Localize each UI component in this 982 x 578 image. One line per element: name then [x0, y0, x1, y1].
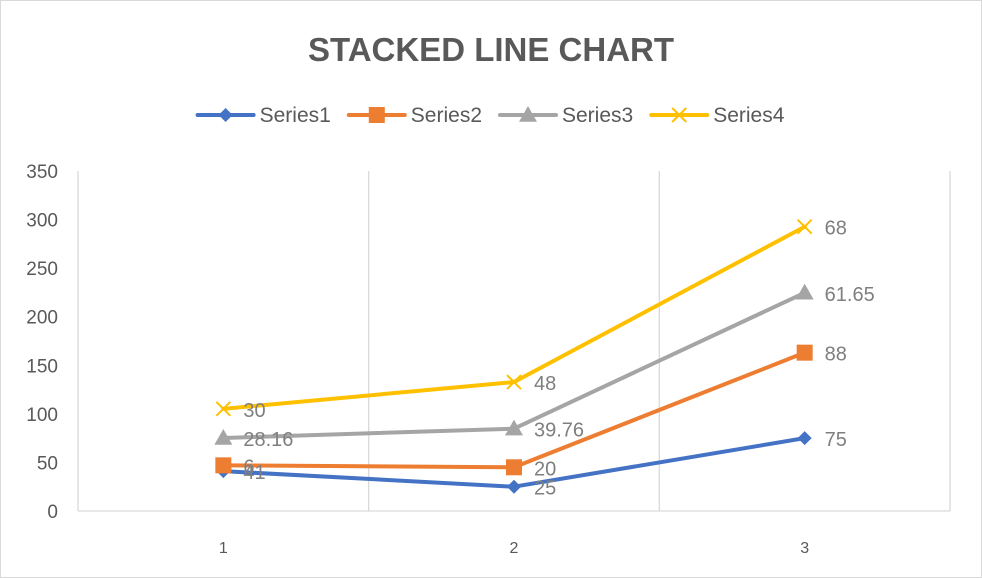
series4-data-label: 48 — [534, 373, 556, 395]
legend-label-series4: Series4 — [713, 104, 785, 127]
y-tick-label: 150 — [26, 356, 58, 377]
series3-group — [214, 283, 814, 445]
data-labels: 41 25 75 6 20 88 28.16 39.76 61.65 30 48 68 — [243, 218, 874, 500]
legend-item-series2: Series2 — [346, 104, 482, 127]
x-tick-label: 2 — [510, 540, 519, 557]
series4-point — [215, 401, 232, 417]
legend-label-series1: Series1 — [260, 104, 331, 127]
series-layer — [214, 219, 814, 494]
y-tick-label: 200 — [26, 308, 58, 329]
y-tick-label: 300 — [26, 211, 58, 232]
series1-data-label: 75 — [825, 429, 847, 451]
series2-data-label: 88 — [825, 344, 847, 366]
y-tick-label: 50 — [37, 453, 58, 474]
series2-point — [215, 457, 232, 474]
legend-marker — [671, 107, 687, 123]
series3-data-label: 39.76 — [534, 420, 584, 442]
series3-data-label: 61.65 — [825, 284, 875, 306]
series4-data-label: 30 — [243, 400, 265, 422]
series2-line — [221, 350, 807, 470]
x-tick-label: 3 — [800, 540, 809, 557]
series4-point — [506, 374, 522, 390]
series1-point — [507, 479, 521, 494]
legend-marker — [368, 107, 385, 123]
series2-point — [796, 344, 813, 361]
axes: 0 50 100 150 200 250 300 350 1 2 3 — [26, 162, 950, 557]
series2-data-label: 20 — [534, 458, 556, 480]
y-tick-label: 100 — [26, 405, 58, 426]
series4-group — [215, 219, 813, 417]
series2-data-label: 6 — [243, 456, 254, 478]
series3-point — [795, 283, 814, 300]
y-tick-label: 250 — [26, 259, 58, 280]
y-tick-label: 350 — [26, 162, 58, 183]
legend-label-series3: Series3 — [562, 104, 633, 127]
legend-label-series2: Series2 — [411, 104, 482, 127]
series3-point — [505, 419, 523, 436]
legend-item-series1: Series1 — [195, 104, 331, 127]
series1-data-label: 25 — [534, 478, 556, 500]
legend-marker — [218, 108, 233, 122]
y-tick-label: 0 — [47, 502, 58, 523]
series2-group — [215, 344, 813, 476]
chart-legend: Series1 Series2 Series3 Series4 — [195, 104, 785, 127]
chart-title: STACKED LINE CHART — [308, 31, 674, 68]
gridlines — [368, 171, 951, 511]
series3-data-label: 28.16 — [243, 429, 293, 451]
series1-data-label: 41 — [243, 462, 265, 484]
series1-point — [797, 431, 812, 446]
series3-line — [221, 290, 807, 440]
series4-point — [796, 219, 813, 235]
legend-item-series4: Series4 — [649, 104, 785, 127]
x-tick-label: 1 — [219, 540, 228, 557]
legend-marker — [519, 106, 537, 122]
legend-item-series3: Series3 — [498, 104, 633, 127]
series3-point — [214, 428, 233, 445]
series4-data-label: 68 — [825, 218, 847, 240]
series2-point — [506, 459, 522, 476]
